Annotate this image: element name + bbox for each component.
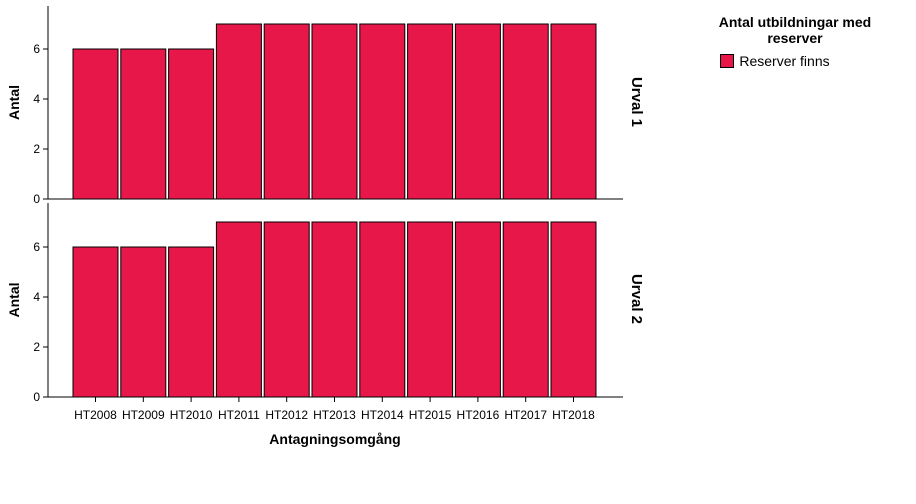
x-tick-label: HT2015	[409, 408, 452, 422]
x-tick-label: HT2018	[552, 408, 595, 422]
bar	[120, 48, 167, 200]
legend-title: Antal utbildningar med reserver	[718, 14, 872, 46]
x-tick-label: HT2008	[74, 408, 117, 422]
y-axis-title: Antal	[6, 283, 22, 318]
bar	[120, 246, 167, 398]
legend: Antal utbildningar med reserver Reserver…	[690, 14, 900, 69]
bar	[72, 48, 119, 200]
bar	[407, 221, 454, 398]
bar	[215, 23, 262, 200]
y-tick-label: 6	[33, 240, 40, 254]
y-tick-label: 4	[33, 290, 40, 304]
bar	[502, 23, 549, 200]
bar	[168, 48, 215, 200]
x-tick-label: HT2011	[218, 408, 260, 422]
legend-label: Reserver finns	[739, 53, 830, 69]
bar	[311, 23, 358, 200]
bar	[215, 221, 262, 398]
chart-panels: 0 2 4 6 Antal Urval 1 0 2 4 6 Antal Urval 2 HT2008 HT…	[6, 6, 645, 422]
y-tick-label: 0	[33, 192, 40, 206]
bar	[359, 221, 406, 398]
x-tick-label: HT2013	[313, 408, 356, 422]
y-tick-label: 2	[33, 340, 40, 354]
panel-label: Urval 1	[628, 77, 645, 127]
bar	[454, 221, 501, 398]
x-axis-title: Antagningsomgång	[269, 431, 400, 447]
y-axis-title: Antal	[6, 85, 22, 120]
bar	[550, 23, 597, 200]
bar	[263, 23, 310, 200]
y-tick-label: 6	[33, 42, 40, 56]
panel-label: Urval 2	[628, 274, 645, 324]
bar	[72, 246, 119, 398]
legend-swatch	[720, 54, 735, 68]
y-tick-label: 0	[33, 390, 40, 404]
y-tick-label: 2	[33, 142, 40, 156]
legend-entry: Reserver finns	[690, 53, 900, 69]
x-tick-label: HT2014	[361, 408, 404, 422]
x-tick-label: HT2017	[504, 408, 547, 422]
bar	[407, 23, 454, 200]
x-tick-label: HT2010	[170, 408, 213, 422]
y-tick-label: 4	[33, 92, 40, 106]
x-tick-label: HT2009	[122, 408, 165, 422]
bar	[550, 221, 597, 398]
x-tick-label: HT2012	[265, 408, 308, 422]
bar	[502, 221, 549, 398]
bar	[454, 23, 501, 200]
bar	[263, 221, 310, 398]
bar	[311, 221, 358, 398]
x-tick-label: HT2016	[457, 408, 500, 422]
bar	[359, 23, 406, 200]
bar	[168, 246, 215, 398]
